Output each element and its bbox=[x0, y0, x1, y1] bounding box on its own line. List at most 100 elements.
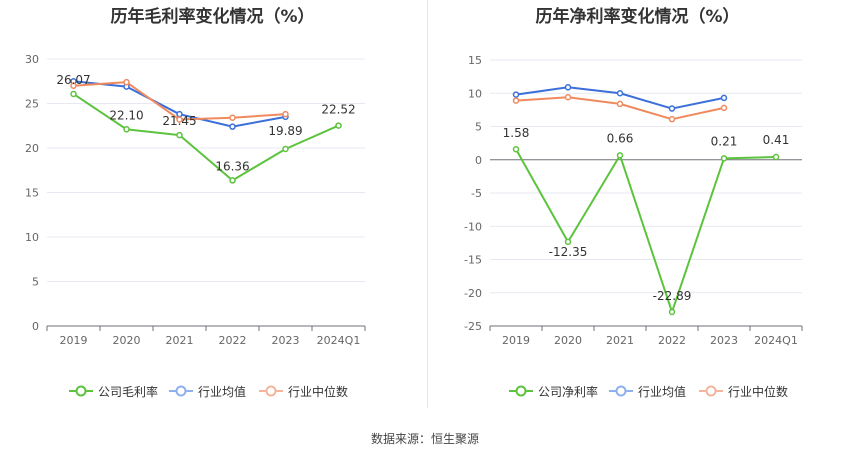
data-point bbox=[512, 145, 520, 153]
legend-label: 公司毛利率 bbox=[98, 384, 159, 399]
data-point bbox=[564, 84, 572, 91]
data-label: 0.41 bbox=[763, 133, 790, 147]
data-label: 19.89 bbox=[268, 124, 302, 138]
legend-swatch-icon bbox=[609, 385, 633, 397]
legend-swatch-marker bbox=[615, 385, 627, 397]
chart-legend: 公司毛利率 行业均值 行业中位数 bbox=[0, 381, 425, 401]
x-tick-label: 2024Q1 bbox=[317, 334, 361, 347]
data-label: -12.35 bbox=[549, 245, 588, 259]
x-tick-label: 2023 bbox=[272, 334, 300, 347]
data-point bbox=[668, 105, 676, 112]
gross-margin-plot: 0 5 10 15 20 25 30 2019 2020 2021 2022 2023 2024Q1 26… bbox=[25, 53, 366, 347]
data-point bbox=[564, 93, 572, 101]
data-point bbox=[616, 100, 624, 108]
y-tick-label: 15 bbox=[468, 54, 482, 67]
data-point bbox=[512, 97, 520, 104]
legend-swatch-marker bbox=[515, 385, 527, 397]
y-tick-label: 10 bbox=[468, 87, 482, 100]
data-point bbox=[70, 90, 77, 98]
x-tick-label: 2022 bbox=[219, 334, 247, 347]
data-label: -22.89 bbox=[653, 289, 692, 303]
data-point bbox=[123, 78, 130, 86]
legend-label: 行业均值 bbox=[638, 384, 687, 399]
legend-swatch-marker bbox=[175, 385, 187, 397]
x-tick-label: 2019 bbox=[502, 334, 530, 347]
x-tick-label: 2024Q1 bbox=[754, 334, 798, 347]
data-point bbox=[229, 123, 236, 130]
data-label: 1.58 bbox=[503, 126, 530, 140]
data-point bbox=[123, 126, 130, 133]
data-point bbox=[176, 131, 183, 139]
data-point bbox=[512, 91, 520, 98]
y-tick-label: -15 bbox=[464, 254, 482, 267]
chart-title: 历年净利率变化情况（%） bbox=[535, 7, 740, 27]
y-tick-label: 0 bbox=[475, 154, 482, 167]
x-tick-label: 2022 bbox=[658, 334, 686, 347]
data-point bbox=[720, 155, 728, 162]
data-point bbox=[564, 238, 572, 246]
legend-item[interactable]: 行业均值 bbox=[168, 381, 246, 401]
legend-label: 行业均值 bbox=[198, 384, 247, 399]
data-label: 16.36 bbox=[215, 159, 249, 173]
data-point bbox=[720, 104, 728, 112]
legend-item[interactable]: 行业中位数 bbox=[698, 381, 788, 401]
chart-legend: 公司净利率 行业均值 行业中位数 bbox=[425, 381, 850, 401]
data-point bbox=[668, 308, 676, 316]
data-point bbox=[335, 122, 342, 129]
data-point bbox=[70, 82, 77, 89]
data-label: 0.66 bbox=[607, 131, 634, 145]
legend-label: 行业中位数 bbox=[728, 384, 789, 399]
x-tick-label: 2021 bbox=[606, 334, 634, 347]
legend-item[interactable]: 公司净利率 bbox=[508, 381, 598, 401]
data-point bbox=[282, 110, 289, 118]
y-tick-label: 20 bbox=[25, 142, 39, 155]
legend-swatch-icon bbox=[169, 385, 193, 397]
data-point bbox=[668, 115, 676, 123]
x-tick-label: 2020 bbox=[113, 334, 141, 347]
y-tick-label: -5 bbox=[471, 187, 482, 200]
data-label: 22.10 bbox=[109, 108, 143, 122]
chart-title: 历年毛利率变化情况（%） bbox=[110, 7, 315, 27]
y-tick-label: -20 bbox=[464, 287, 482, 300]
y-tick-label: -10 bbox=[464, 220, 482, 233]
y-tick-label: 25 bbox=[25, 98, 39, 111]
legend-swatch-icon bbox=[259, 385, 283, 397]
data-point bbox=[772, 153, 780, 161]
data-label: 0.21 bbox=[711, 134, 738, 148]
gross-margin-chart: 历年毛利率变化情况（%） 0 5 10 15 20 25 30 2019 2020 2021 202… bbox=[0, 0, 425, 410]
data-point bbox=[616, 152, 624, 159]
legend-swatch-icon bbox=[509, 385, 533, 397]
legend-swatch-marker bbox=[705, 385, 717, 397]
legend-swatch-marker bbox=[265, 385, 277, 397]
legend-item[interactable]: 公司毛利率 bbox=[68, 381, 158, 401]
data-point bbox=[229, 177, 236, 184]
data-label: 22.52 bbox=[321, 103, 355, 117]
data-point bbox=[229, 114, 236, 121]
x-tick-label: 2019 bbox=[60, 334, 88, 347]
data-point bbox=[720, 94, 728, 102]
y-tick-label: 0 bbox=[32, 320, 39, 333]
data-point bbox=[282, 145, 289, 153]
y-tick-label: 30 bbox=[25, 53, 39, 66]
data-point bbox=[616, 90, 624, 97]
series-line bbox=[72, 93, 339, 182]
net-margin-chart: 历年净利率变化情况（%） -25 -20 -15 -10 -5 0 5 10 15 2019 202… bbox=[425, 0, 850, 410]
x-tick-label: 2021 bbox=[166, 334, 194, 347]
y-tick-label: 5 bbox=[32, 276, 39, 289]
legend-swatch-icon bbox=[699, 385, 723, 397]
legend-item[interactable]: 行业均值 bbox=[608, 381, 686, 401]
legend-item[interactable]: 行业中位数 bbox=[258, 381, 348, 401]
data-source: 数据来源：恒生聚源 bbox=[370, 432, 479, 446]
data-point bbox=[176, 116, 183, 123]
data-label: 26.07 bbox=[56, 73, 90, 87]
x-tick-label: 2023 bbox=[710, 334, 738, 347]
y-tick-label: 5 bbox=[475, 121, 482, 134]
x-tick-label: 2020 bbox=[554, 334, 582, 347]
panel-divider bbox=[427, 0, 428, 408]
legend-swatch-marker bbox=[75, 385, 87, 397]
y-tick-label: 10 bbox=[25, 231, 39, 244]
series-line bbox=[515, 96, 725, 121]
net-margin-plot: -25 -20 -15 -10 -5 0 5 10 15 2019 2020 2021 2022 2023… bbox=[464, 54, 803, 347]
y-tick-label: -25 bbox=[464, 320, 482, 333]
data-label: 21.45 bbox=[162, 114, 196, 128]
